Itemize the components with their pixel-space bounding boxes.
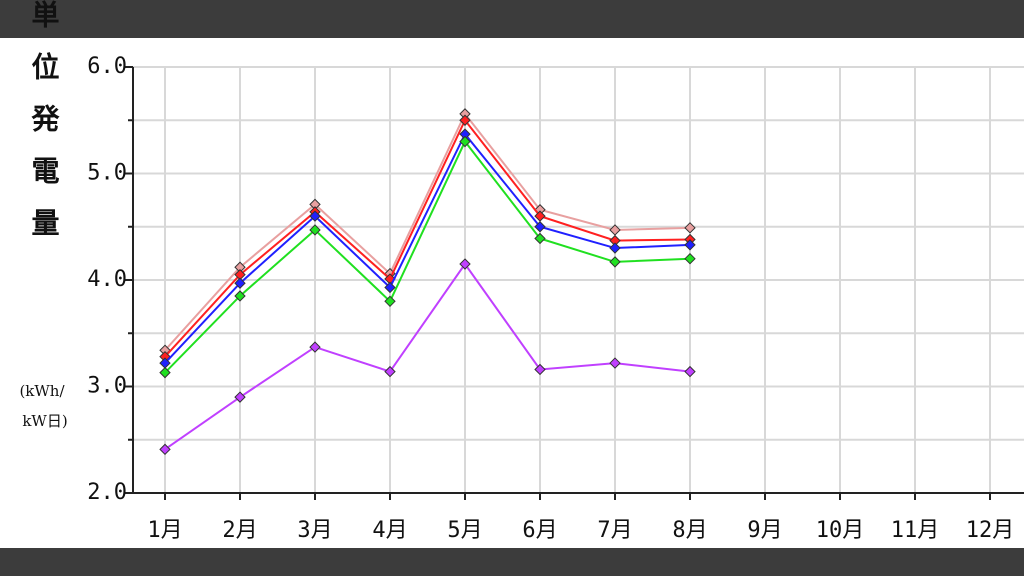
x-tick-label: 11月 xyxy=(891,518,940,543)
y-tick-label: 6.0 xyxy=(87,54,127,79)
x-tick-label: 6月 xyxy=(522,518,557,543)
data-point xyxy=(234,277,246,289)
y-axis-unit: (kWh/ xyxy=(19,382,65,400)
y-tick-label: 3.0 xyxy=(87,374,127,399)
x-tick-label: 9月 xyxy=(747,518,782,543)
data-point xyxy=(684,222,696,234)
data-point xyxy=(684,365,696,378)
data-point xyxy=(159,443,171,456)
x-tick-label: 7月 xyxy=(597,518,632,543)
data-point xyxy=(609,256,621,268)
data-point xyxy=(159,366,171,379)
series-line xyxy=(164,111,691,351)
data-point xyxy=(459,114,471,126)
y-axis-unit: kW日) xyxy=(22,412,67,430)
series-line xyxy=(164,139,691,374)
series-line xyxy=(164,262,691,451)
x-tick-label: 2月 xyxy=(222,518,257,543)
x-tick-label: 5月 xyxy=(447,518,482,543)
x-tick-label: 12月 xyxy=(966,518,1015,543)
x-tick-label: 10月 xyxy=(816,518,865,543)
data-point xyxy=(384,295,396,308)
data-point xyxy=(384,365,396,378)
data-point xyxy=(234,290,246,302)
x-tick-label: 4月 xyxy=(372,518,407,543)
data-point xyxy=(459,135,471,148)
series-line xyxy=(164,132,691,364)
data-point xyxy=(534,221,546,233)
y-tick-label: 5.0 xyxy=(87,161,127,186)
data-point xyxy=(384,281,396,294)
data-point xyxy=(309,341,321,353)
x-tick-label: 3月 xyxy=(297,518,332,543)
y-axis-label: 単位発電量 xyxy=(28,0,61,260)
data-point xyxy=(234,391,246,403)
data-point xyxy=(309,224,321,236)
x-tick-label: 1月 xyxy=(147,518,182,543)
series-line xyxy=(164,118,691,358)
x-tick-label: 8月 xyxy=(672,518,707,543)
data-point xyxy=(609,357,621,369)
y-tick-label: 2.0 xyxy=(87,480,127,505)
data-point xyxy=(459,258,471,270)
chart-background xyxy=(0,38,1024,548)
data-point xyxy=(609,242,621,254)
data-point xyxy=(534,363,546,376)
y-tick-label: 4.0 xyxy=(87,267,127,292)
data-point xyxy=(684,252,696,265)
data-point xyxy=(684,239,696,251)
data-point xyxy=(309,210,321,222)
data-point xyxy=(534,232,546,245)
